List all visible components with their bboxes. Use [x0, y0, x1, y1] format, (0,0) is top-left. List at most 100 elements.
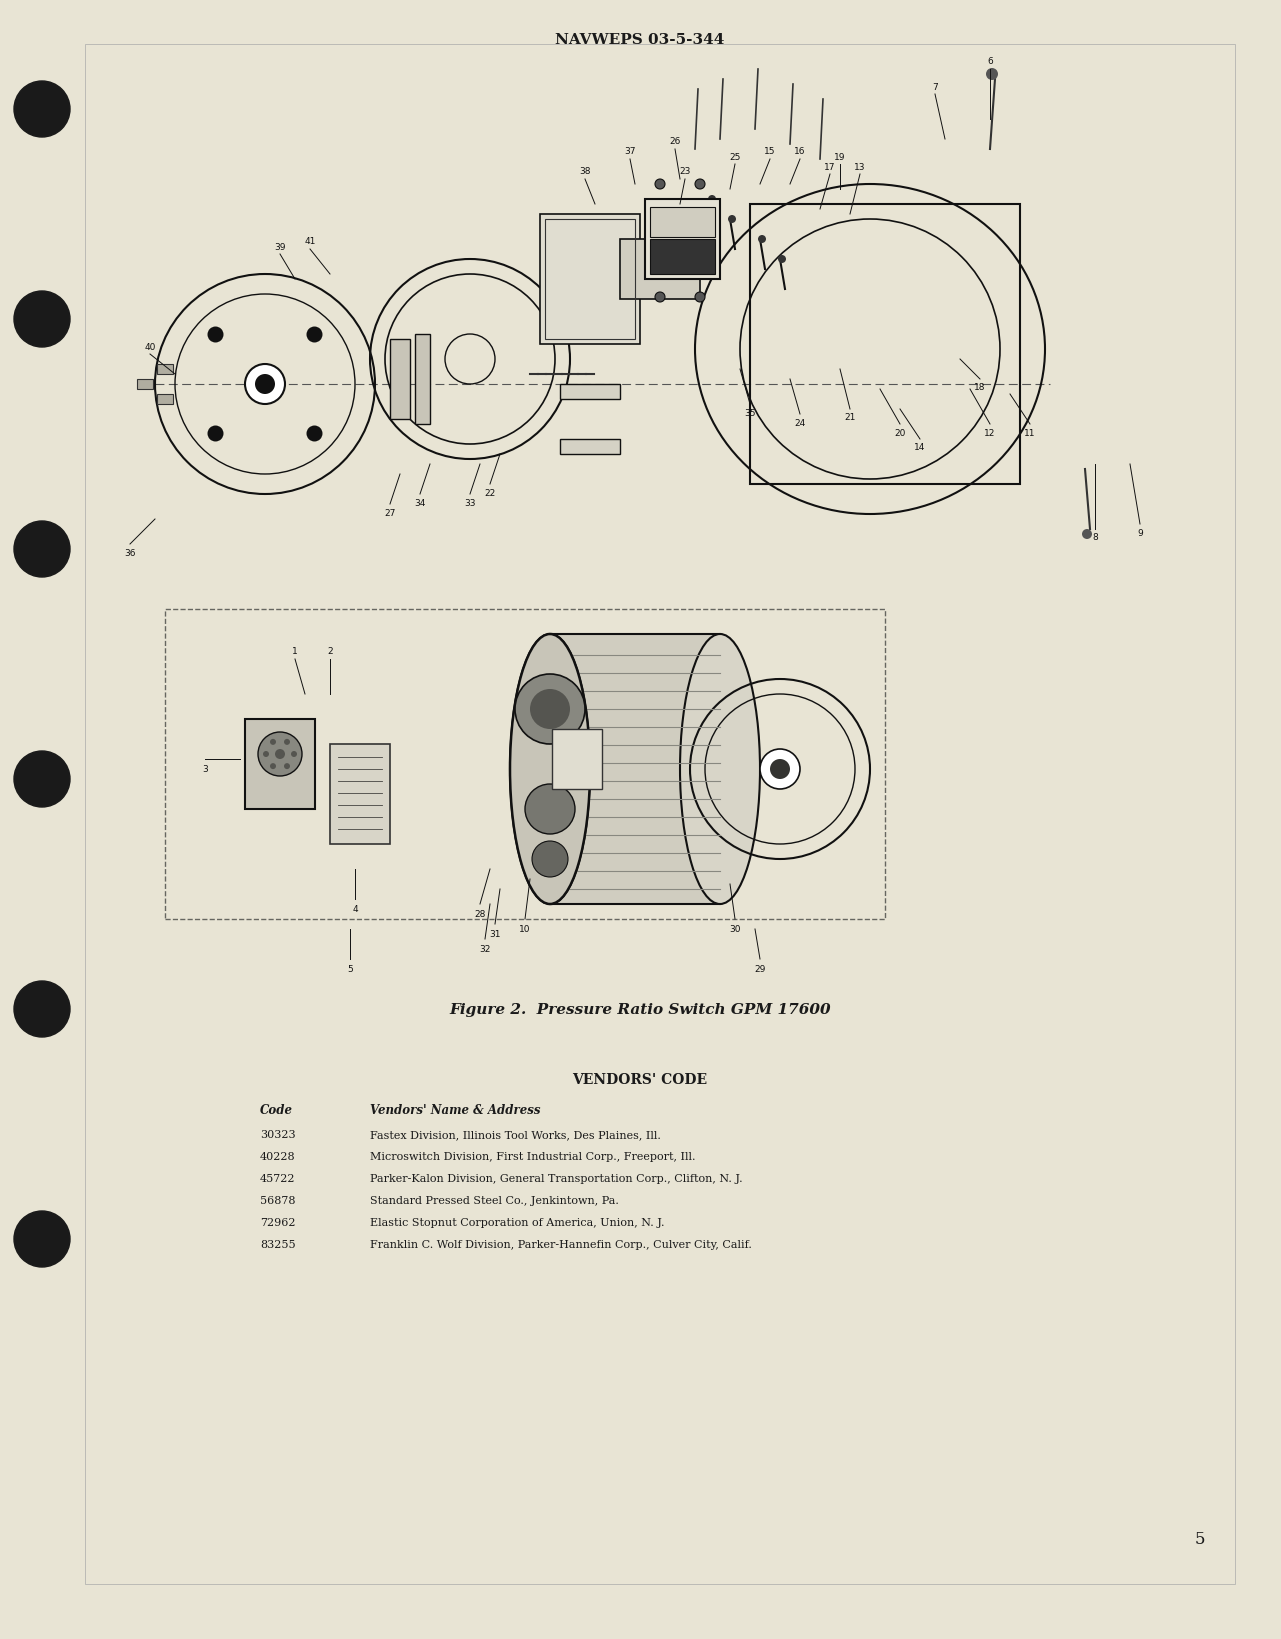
Circle shape	[696, 180, 705, 190]
Text: Elastic Stopnut Corporation of America, Union, N. J.: Elastic Stopnut Corporation of America, …	[370, 1218, 665, 1228]
Circle shape	[14, 521, 70, 577]
Text: 23: 23	[679, 167, 690, 177]
Circle shape	[986, 69, 998, 80]
Circle shape	[245, 365, 284, 405]
Circle shape	[208, 328, 223, 343]
Text: 9: 9	[1138, 528, 1143, 538]
Text: 2: 2	[327, 647, 333, 656]
Circle shape	[255, 375, 275, 395]
Text: 30323: 30323	[260, 1129, 296, 1139]
Text: Parker-Kalon Division, General Transportation Corp., Clifton, N. J.: Parker-Kalon Division, General Transport…	[370, 1174, 743, 1183]
Circle shape	[257, 733, 302, 777]
Text: 10: 10	[519, 924, 530, 934]
Circle shape	[696, 293, 705, 303]
Bar	[544, 220, 635, 339]
Circle shape	[655, 180, 665, 190]
Bar	[158, 365, 173, 375]
Text: 39: 39	[274, 243, 286, 251]
Circle shape	[284, 764, 290, 770]
Text: 20: 20	[894, 428, 906, 438]
Text: 35: 35	[744, 408, 756, 418]
Text: 4: 4	[352, 905, 357, 915]
Text: 1: 1	[292, 647, 298, 656]
Bar	[550, 634, 720, 905]
Text: 25: 25	[729, 152, 740, 161]
Text: Fastex Division, Illinois Tool Works, Des Plaines, Ill.: Fastex Division, Illinois Tool Works, De…	[370, 1129, 661, 1139]
Text: 31: 31	[489, 929, 501, 939]
Circle shape	[530, 690, 570, 729]
Text: 27: 27	[384, 508, 396, 518]
Text: 7: 7	[933, 82, 938, 92]
Bar	[560, 385, 620, 400]
Ellipse shape	[680, 634, 760, 905]
Text: 32: 32	[479, 946, 491, 954]
Ellipse shape	[510, 634, 591, 905]
Circle shape	[525, 785, 575, 834]
Text: 24: 24	[794, 418, 806, 428]
Circle shape	[270, 739, 275, 746]
Text: 15: 15	[765, 148, 776, 156]
Bar	[165, 610, 885, 919]
Bar	[646, 200, 720, 280]
Circle shape	[306, 426, 323, 443]
Circle shape	[708, 197, 716, 203]
Circle shape	[275, 749, 284, 759]
Circle shape	[208, 426, 223, 443]
Text: Franklin C. Wolf Division, Parker-Hannefin Corp., Culver City, Calif.: Franklin C. Wolf Division, Parker-Hannef…	[370, 1239, 752, 1249]
Text: 16: 16	[794, 148, 806, 156]
Bar	[330, 744, 389, 844]
Bar	[137, 380, 152, 390]
Text: 45722: 45722	[260, 1174, 296, 1183]
Text: 18: 18	[975, 384, 986, 392]
Text: 28: 28	[474, 910, 485, 919]
Circle shape	[778, 256, 787, 264]
Bar	[552, 729, 602, 790]
Text: 8: 8	[1093, 533, 1098, 543]
Circle shape	[532, 841, 567, 877]
Circle shape	[291, 752, 297, 757]
Text: 40228: 40228	[260, 1151, 296, 1162]
Text: 26: 26	[669, 138, 680, 146]
Text: 34: 34	[414, 498, 425, 506]
Circle shape	[14, 982, 70, 1037]
Text: NAVWEPS 03-5-344: NAVWEPS 03-5-344	[555, 33, 725, 48]
Text: 41: 41	[305, 238, 315, 246]
Bar	[620, 239, 699, 300]
Text: 29: 29	[755, 965, 766, 974]
Bar	[85, 44, 1235, 1583]
Text: 11: 11	[1025, 428, 1036, 438]
Text: 83255: 83255	[260, 1239, 296, 1249]
Circle shape	[284, 739, 290, 746]
Text: Code: Code	[260, 1103, 293, 1116]
Bar	[158, 395, 173, 405]
Text: Figure 2.  Pressure Ratio Switch GPM 17600: Figure 2. Pressure Ratio Switch GPM 1760…	[450, 1003, 831, 1016]
Circle shape	[263, 752, 269, 757]
Text: 6: 6	[988, 57, 993, 67]
Circle shape	[728, 216, 737, 225]
Text: 21: 21	[844, 413, 856, 423]
Bar	[649, 208, 715, 238]
Text: 3: 3	[202, 765, 208, 774]
Text: 40: 40	[145, 343, 156, 351]
Text: 12: 12	[984, 428, 995, 438]
Circle shape	[270, 764, 275, 770]
Circle shape	[655, 293, 665, 303]
Text: Vendors' Name & Address: Vendors' Name & Address	[370, 1103, 541, 1116]
Circle shape	[14, 1211, 70, 1267]
Bar	[649, 239, 715, 275]
Bar	[749, 205, 1020, 485]
Text: Standard Pressed Steel Co., Jenkintown, Pa.: Standard Pressed Steel Co., Jenkintown, …	[370, 1195, 619, 1205]
Circle shape	[515, 675, 585, 744]
Circle shape	[770, 759, 790, 780]
Text: Microswitch Division, First Industrial Corp., Freeport, Ill.: Microswitch Division, First Industrial C…	[370, 1151, 696, 1162]
Bar	[560, 439, 620, 454]
Bar	[389, 339, 410, 420]
Circle shape	[758, 236, 766, 244]
Bar	[415, 334, 430, 425]
Text: 33: 33	[464, 498, 475, 506]
Text: 14: 14	[915, 443, 926, 452]
Text: 37: 37	[624, 148, 635, 156]
Text: 38: 38	[579, 167, 591, 177]
Text: 56878: 56878	[260, 1195, 296, 1205]
Text: 22: 22	[484, 488, 496, 497]
